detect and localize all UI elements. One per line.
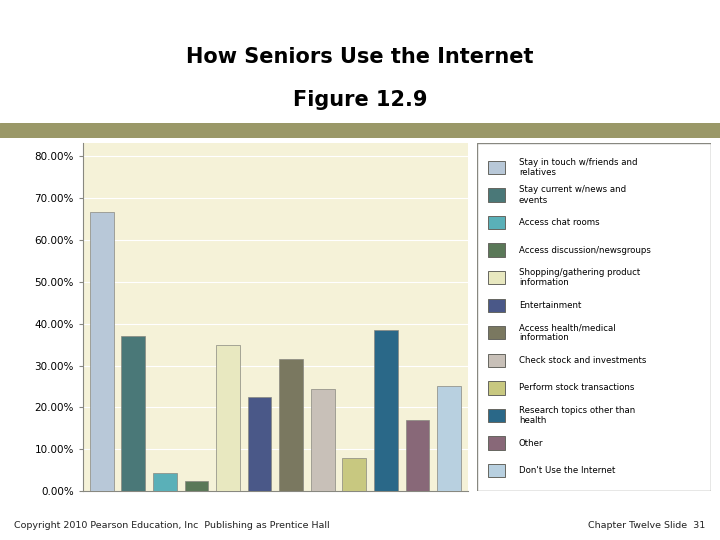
Bar	[248, 397, 271, 491]
Bar	[216, 345, 240, 491]
Bar	[311, 389, 335, 491]
Bar	[374, 330, 397, 491]
FancyBboxPatch shape	[488, 216, 505, 229]
FancyBboxPatch shape	[477, 143, 711, 491]
Text: Don't Use the Internet: Don't Use the Internet	[519, 466, 615, 475]
Text: Access discussion/newsgroups: Access discussion/newsgroups	[519, 246, 651, 254]
Bar	[90, 212, 114, 491]
Text: Stay current w/news and
events: Stay current w/news and events	[519, 185, 626, 205]
FancyBboxPatch shape	[488, 354, 505, 367]
Text: How Seniors Use the Internet: How Seniors Use the Internet	[186, 46, 534, 67]
Text: Stay in touch w/friends and
relatives: Stay in touch w/friends and relatives	[519, 158, 637, 177]
Bar	[405, 420, 429, 491]
Text: Chapter Twelve Slide  31: Chapter Twelve Slide 31	[588, 521, 706, 530]
FancyBboxPatch shape	[488, 244, 505, 256]
FancyBboxPatch shape	[488, 299, 505, 312]
Bar	[343, 458, 366, 491]
FancyBboxPatch shape	[488, 381, 505, 395]
FancyBboxPatch shape	[488, 161, 505, 174]
FancyBboxPatch shape	[488, 188, 505, 201]
Text: Copyright 2010 Pearson Education, Inc  Publishing as Prentice Hall: Copyright 2010 Pearson Education, Inc Pu…	[14, 521, 330, 530]
FancyBboxPatch shape	[488, 271, 505, 284]
Text: Perform stock transactions: Perform stock transactions	[519, 383, 634, 393]
Bar	[153, 472, 176, 491]
Text: Entertainment: Entertainment	[519, 301, 581, 310]
Bar	[279, 359, 303, 491]
Text: Research topics other than
health: Research topics other than health	[519, 406, 635, 425]
Text: Shopping/gathering product
information: Shopping/gathering product information	[519, 268, 640, 287]
FancyBboxPatch shape	[488, 436, 505, 450]
FancyBboxPatch shape	[488, 409, 505, 422]
Bar	[437, 387, 461, 491]
Bar	[122, 336, 145, 491]
FancyBboxPatch shape	[488, 464, 505, 477]
FancyBboxPatch shape	[488, 326, 505, 340]
Text: Check stock and investments: Check stock and investments	[519, 356, 646, 365]
Text: Figure 12.9: Figure 12.9	[293, 90, 427, 110]
Text: Access chat rooms: Access chat rooms	[519, 218, 599, 227]
Text: Access health/medical
information: Access health/medical information	[519, 323, 616, 342]
Text: Other: Other	[519, 438, 544, 448]
Bar	[184, 481, 208, 491]
